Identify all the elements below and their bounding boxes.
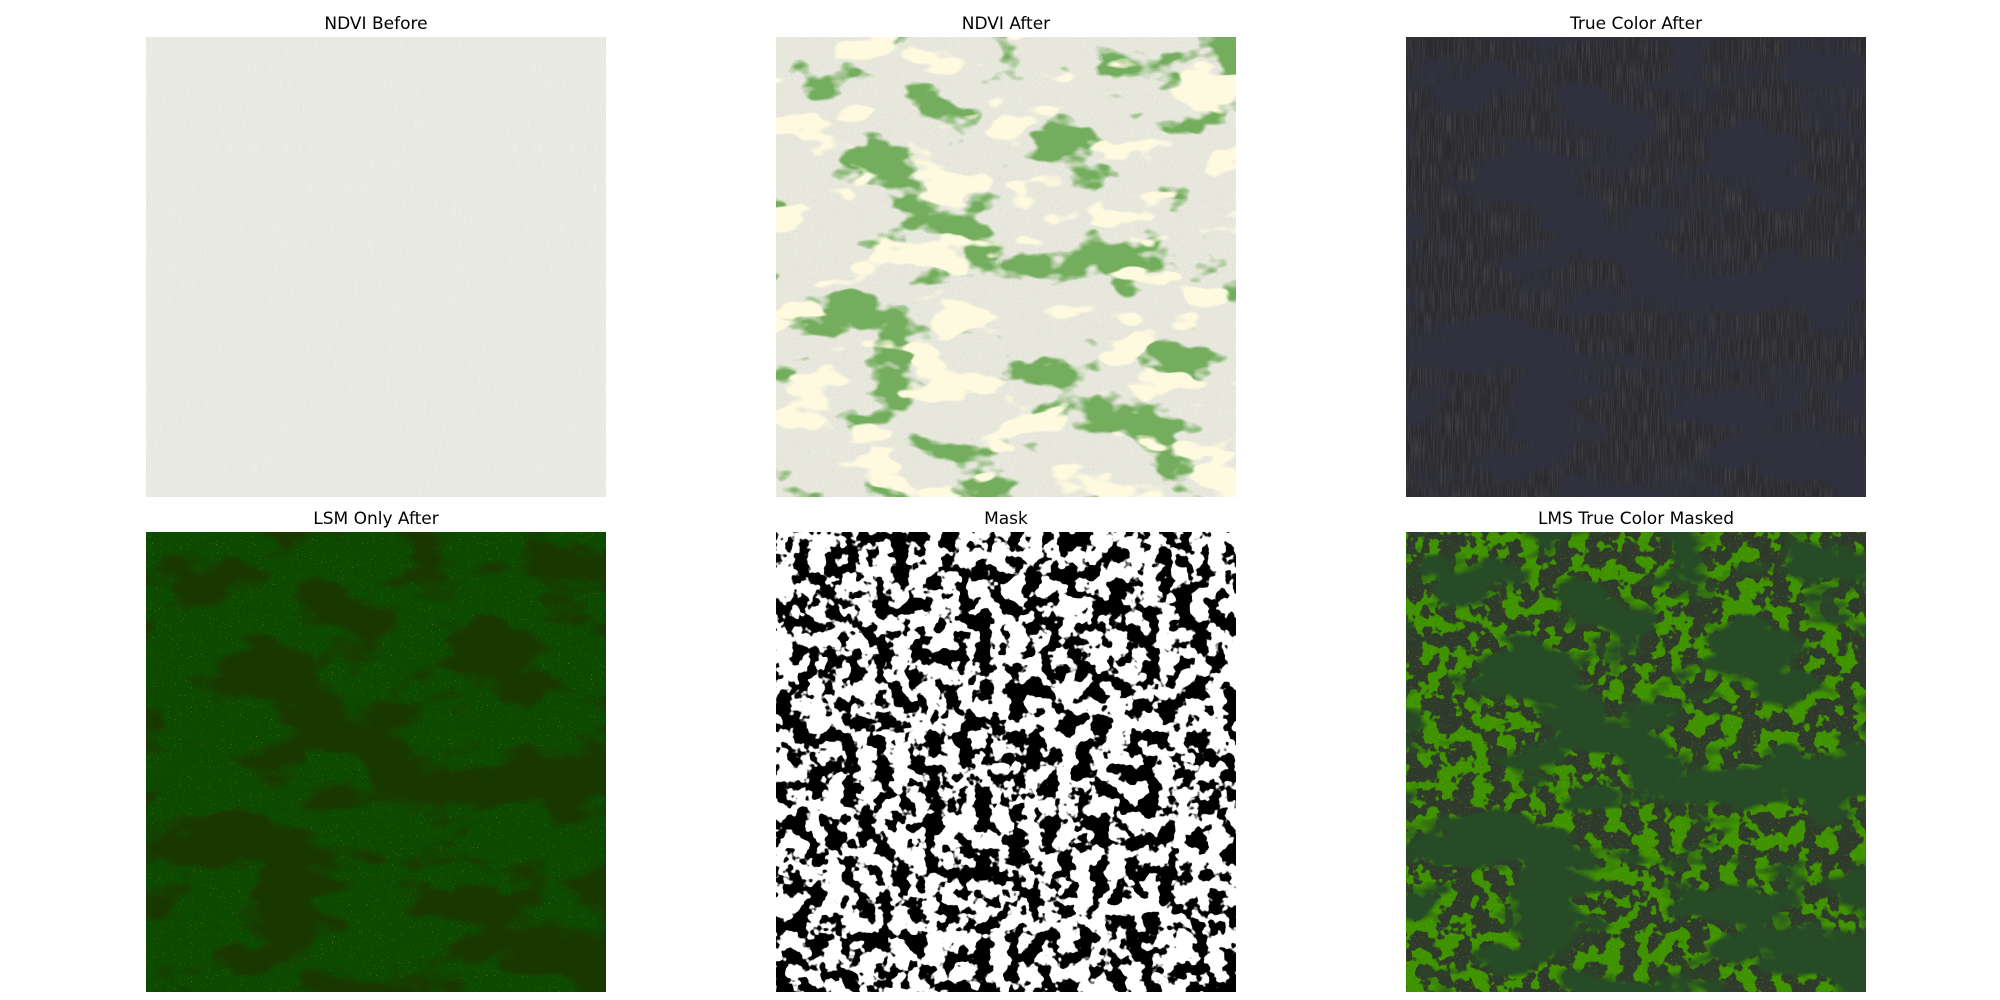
image-speckle bbox=[776, 532, 1236, 992]
ndvi-before-image bbox=[146, 37, 606, 497]
image-patches bbox=[776, 37, 1236, 497]
true-color-after-panel: True Color After bbox=[1406, 12, 1866, 502]
image-shadows bbox=[1406, 37, 1866, 497]
true-color-after-image bbox=[1406, 37, 1866, 497]
panel-title: LMS True Color Masked bbox=[1537, 509, 1735, 529]
lsm-only-after-image bbox=[146, 532, 606, 992]
lms-true-color-masked-panel: LMS True Color Masked bbox=[1406, 507, 1866, 997]
panel-title: NDVI Before bbox=[324, 14, 428, 34]
mask-panel: Mask bbox=[776, 507, 1236, 997]
lsm-only-after-panel: LSM Only After bbox=[146, 507, 606, 997]
ndvi-after-image bbox=[776, 37, 1236, 497]
panel-title: LSM Only After bbox=[313, 509, 439, 529]
panel-title: NDVI After bbox=[961, 14, 1051, 34]
panel-title: Mask bbox=[984, 509, 1028, 529]
mask-image bbox=[776, 532, 1236, 992]
ndvi-after-panel: NDVI After bbox=[776, 12, 1236, 502]
image-shadows bbox=[146, 532, 606, 992]
image-texture bbox=[146, 37, 606, 497]
image-shadows bbox=[1406, 532, 1866, 992]
ndvi-before-panel: NDVI Before bbox=[146, 12, 606, 502]
lms-true-color-masked-image bbox=[1406, 532, 1866, 992]
panel-title: True Color After bbox=[1569, 14, 1703, 34]
